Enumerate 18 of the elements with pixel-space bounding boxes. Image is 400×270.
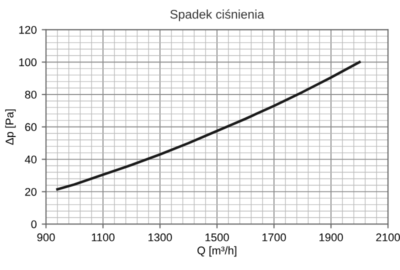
x-tick-label: 1100	[92, 233, 115, 242]
x-axis-title: Q [m³/h]	[197, 246, 236, 257]
chart-title: Spadek ciśnienia	[170, 9, 264, 22]
x-tick-label: 1500	[205, 233, 229, 242]
x-tick-label: 2100	[376, 233, 400, 242]
y-tick-label: 20	[25, 188, 37, 196]
y-tick-label: 100	[19, 58, 37, 66]
y-axis-title: Δp [Pa]	[5, 109, 16, 145]
y-tick-label: 80	[25, 90, 37, 99]
x-tick-label: 1900	[319, 233, 343, 242]
y-tick-label: 120	[19, 26, 37, 34]
y-tick-label: 40	[24, 156, 37, 164]
line-series	[56, 60, 361, 191]
x-tick-label: 1300	[148, 233, 172, 242]
y-tick-label: 60	[25, 123, 37, 132]
x-tick-label: 900	[37, 233, 55, 242]
y-tick-label: 0	[31, 220, 37, 228]
x-tick-label: 1700	[262, 233, 286, 242]
